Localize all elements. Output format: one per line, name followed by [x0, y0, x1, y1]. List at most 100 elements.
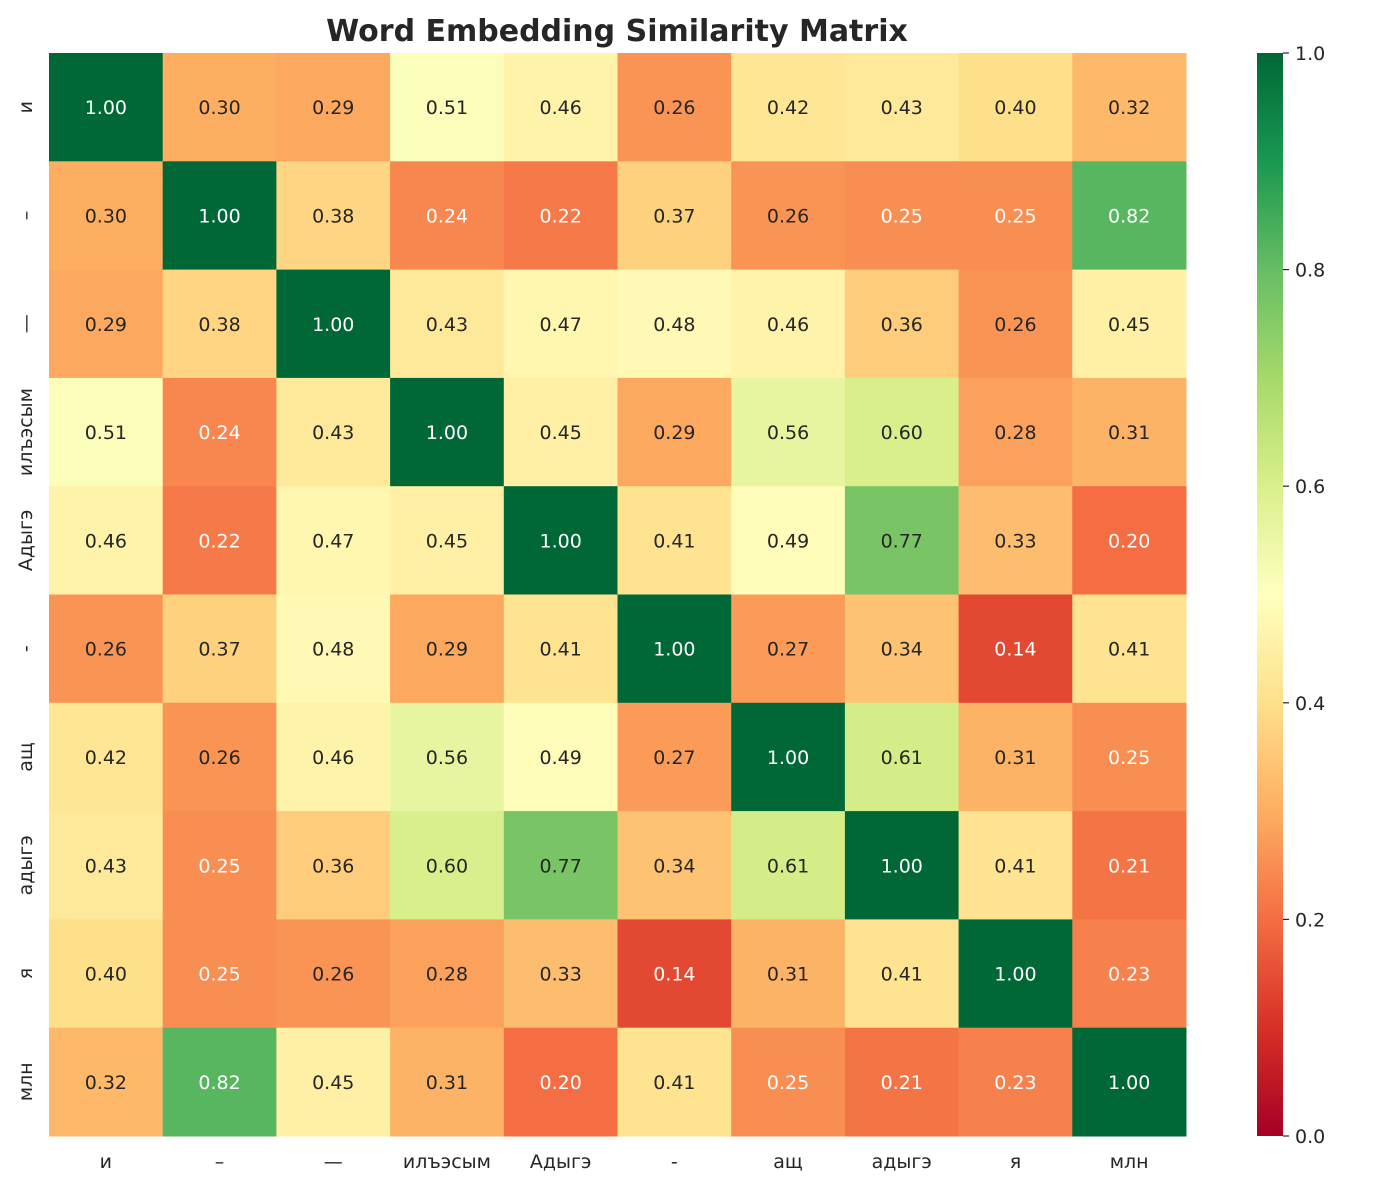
heatmap-cell	[162, 269, 277, 379]
x-tick-labels: и – — илъэсым Адыгэ - ащ адыгэ я млн	[100, 1151, 1149, 1173]
heatmap-cell	[731, 377, 846, 487]
cell-value-label: 1.00	[312, 314, 354, 336]
cell-value-label: 0.41	[653, 530, 695, 552]
cell-value-label: 0.33	[539, 964, 581, 986]
heatmap-cell	[617, 919, 732, 1029]
cell-value-label: 1.00	[85, 97, 127, 119]
heatmap-cell	[617, 377, 732, 487]
cell-value-label: 0.43	[312, 422, 354, 444]
x-tick-label: я	[1010, 1151, 1021, 1173]
cell-value-label: 0.56	[767, 422, 809, 444]
cell-value-label: 0.30	[198, 97, 240, 119]
heatmap-cell	[731, 1027, 846, 1137]
heatmap-cell	[958, 161, 1073, 271]
heatmap-cell	[49, 1027, 164, 1137]
heatmap-cell	[1072, 161, 1187, 271]
heatmap-cell	[276, 919, 391, 1029]
heatmap-cell	[162, 161, 277, 271]
x-tick-label: млн	[1110, 1151, 1149, 1173]
y-tick-label: адыгэ	[15, 835, 37, 895]
heatmap-cells: 1.00 0.30 0.29 0.51 0.46 0.26 0.42 0.43 0.40 0.32…	[49, 53, 1187, 1137]
cell-value-label: 0.21	[881, 1072, 923, 1094]
heatmap-cell	[958, 377, 1073, 487]
heatmap-cell	[49, 486, 164, 595]
colorbar-tick-label: 0.4	[1295, 693, 1325, 715]
cell-value-label: 0.27	[767, 639, 809, 661]
heatmap-cell	[503, 594, 618, 704]
cell-value-label: 0.26	[994, 314, 1036, 336]
cell-value-label: 0.28	[994, 422, 1036, 444]
cell-value-label: 0.34	[653, 855, 695, 877]
cell-value-label: 0.31	[994, 747, 1036, 769]
heatmap-cell	[731, 269, 846, 379]
heatmap-cell	[162, 53, 277, 162]
cell-value-label: 1.00	[994, 964, 1036, 986]
heatmap-cell	[731, 811, 846, 920]
heatmap-cell	[731, 702, 846, 812]
cell-value-label: 0.43	[85, 855, 127, 877]
cell-value-label: 0.43	[426, 314, 468, 336]
heatmap-cell	[390, 811, 505, 920]
heatmap-cell	[503, 486, 618, 595]
colorbar-tick-label: 0.6	[1295, 476, 1325, 498]
cell-value-label: 0.14	[994, 639, 1036, 661]
heatmap-cell	[731, 594, 846, 704]
heatmap-cell	[617, 161, 732, 271]
cell-value-label: 0.25	[198, 855, 240, 877]
heatmap-cell	[390, 486, 505, 595]
cell-value-label: 0.26	[312, 964, 354, 986]
colorbar-tick-label: 0.0	[1295, 1126, 1325, 1148]
cell-value-label: 0.38	[198, 314, 240, 336]
cell-value-label: 0.30	[85, 205, 127, 227]
cell-value-label: 0.77	[539, 855, 581, 877]
cell-value-label: 0.29	[312, 97, 354, 119]
cell-value-label: 0.45	[1108, 314, 1150, 336]
heatmap-cell	[958, 811, 1073, 920]
cell-value-label: 0.47	[312, 530, 354, 552]
y-tick-label: –	[15, 211, 37, 221]
cell-value-label: 0.46	[767, 314, 809, 336]
y-tick-label: ащ	[15, 742, 37, 772]
y-tick-label: илъэсым	[15, 388, 37, 476]
heatmap-cell	[617, 702, 732, 812]
cell-value-label: 0.21	[1108, 855, 1150, 877]
heatmap-cell	[276, 269, 391, 379]
heatmap-cell	[276, 53, 391, 162]
heatmap-cell	[617, 53, 732, 162]
heatmap-cell	[844, 594, 960, 704]
heatmap-cell	[390, 269, 505, 379]
cell-value-label: 0.22	[539, 205, 581, 227]
heatmap-cell	[1072, 811, 1187, 920]
y-tick-label: Адыгэ	[15, 510, 37, 572]
cell-value-label: 0.47	[539, 314, 581, 336]
cell-value-label: 1.00	[539, 530, 581, 552]
cell-value-label: 0.26	[653, 97, 695, 119]
heatmap-cell	[1072, 377, 1187, 487]
heatmap-cell	[390, 702, 505, 812]
cell-value-label: 0.33	[994, 530, 1036, 552]
heatmap-cell	[1072, 702, 1187, 812]
cell-value-label: 0.25	[767, 1072, 809, 1094]
heatmap-cell	[503, 269, 618, 379]
heatmap-cell	[958, 486, 1073, 595]
heatmap-cell	[390, 53, 505, 162]
heatmap-cell	[844, 1027, 960, 1137]
cell-value-label: 0.48	[653, 314, 695, 336]
colorbar-tick-label: 1.0	[1295, 43, 1325, 65]
cell-value-label: 0.38	[312, 205, 354, 227]
heatmap-cell	[49, 919, 164, 1029]
heatmap-cell	[162, 702, 277, 812]
cell-value-label: 0.36	[312, 855, 354, 877]
cell-value-label: 0.51	[426, 97, 468, 119]
heatmap-cell	[1072, 919, 1187, 1029]
heatmap-cell	[958, 269, 1073, 379]
cell-value-label: 0.49	[767, 530, 809, 552]
heatmap-cell	[844, 53, 960, 162]
heatmap-cell	[49, 269, 164, 379]
heatmap-cell	[390, 594, 505, 704]
heatmap-cell	[276, 486, 391, 595]
cell-value-label: 0.31	[1108, 422, 1150, 444]
cell-value-label: 0.31	[426, 1072, 468, 1094]
heatmap-cell	[731, 161, 846, 271]
